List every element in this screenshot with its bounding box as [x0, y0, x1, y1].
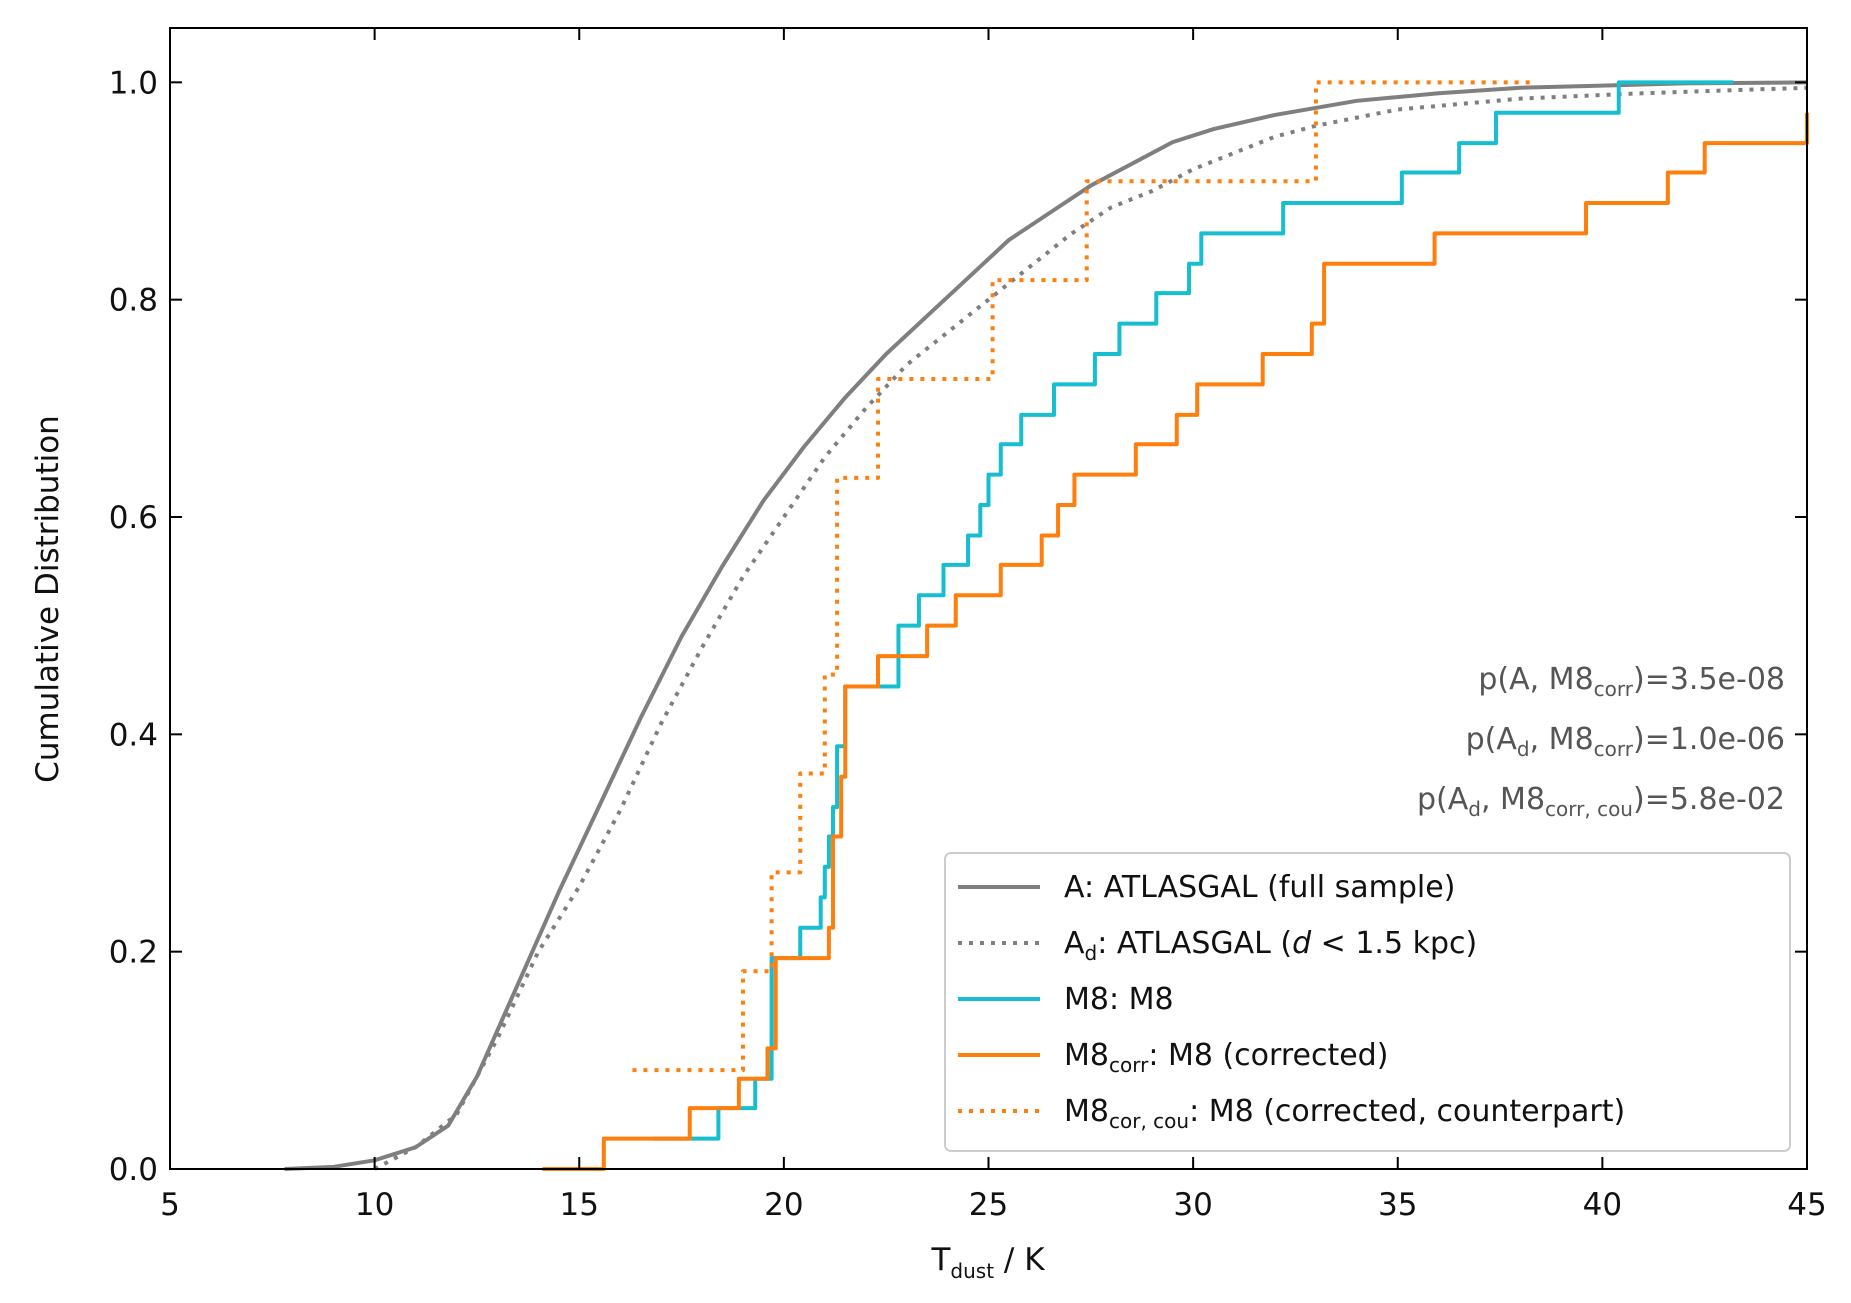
y-tick-label-2: 0.4 [109, 717, 158, 753]
series-a [284, 80, 1808, 1171]
legend: A: ATLASGAL (full sample) Ad: ATLASGAL (… [944, 852, 1791, 1152]
legend-label-m8: M8: M8 [1064, 982, 1174, 1017]
y-tick-label-4: 0.8 [109, 283, 158, 319]
series-m8 [652, 80, 1734, 1141]
legend-label-m8corcou: M8cor, cou: M8 (corrected, counterpart) [1064, 1094, 1625, 1133]
x-tick-label-30: 30 [1173, 1187, 1212, 1223]
legend-box [944, 852, 1791, 1152]
x-tick-label-20: 20 [764, 1187, 803, 1223]
x-tick-label-35: 35 [1378, 1187, 1417, 1223]
legend-label-atlasgal-d: Ad: ATLASGAL (d < 1.5 kpc) [1064, 926, 1477, 965]
y-tick-label-5: 1.0 [109, 65, 158, 101]
series-m8corcou [632, 80, 1533, 1073]
p-value-ad-m8corrcou: p(Ad, M8corr, cou)=5.8e-02 [1417, 782, 1785, 821]
p-value-a-m8corr: p(A, M8corr)=3.5e-08 [1478, 662, 1785, 701]
y-tick-label-3: 0.6 [109, 500, 158, 536]
series-ad [373, 85, 1808, 1171]
y-tick-label-0: 0.0 [109, 1152, 158, 1188]
series-layer [284, 80, 1809, 1171]
x-tick-label-5: 5 [160, 1187, 180, 1223]
x-tick-label-45: 45 [1787, 1187, 1826, 1223]
legend-label-atlasgal: A: ATLASGAL (full sample) [1064, 870, 1455, 905]
series-m8corr [542, 112, 1809, 1171]
legend-label-m8corr: M8corr: M8 (corrected) [1064, 1038, 1388, 1077]
x-tick-label-10: 10 [355, 1187, 394, 1223]
y-tick-label-1: 0.2 [109, 935, 158, 971]
x-axis-label: Tdust / K [930, 1242, 1045, 1283]
ticks-layer: 5 10 15 20 25 30 35 40 45 0.0 0.2 0.4 0.6 0.8 1.0 [109, 28, 1827, 1223]
y-axis-label: Cumulative Distribution [30, 415, 66, 783]
x-tick-label-15: 15 [560, 1187, 599, 1223]
x-tick-label-40: 40 [1583, 1187, 1622, 1223]
p-value-ad-m8corr: p(Ad, M8corr)=1.0e-06 [1466, 722, 1785, 761]
p-value-annotations: p(A, M8corr)=3.5e-08 p(Ad, M8corr)=1.0e-… [1417, 662, 1785, 821]
x-tick-label-25: 25 [969, 1187, 1008, 1223]
